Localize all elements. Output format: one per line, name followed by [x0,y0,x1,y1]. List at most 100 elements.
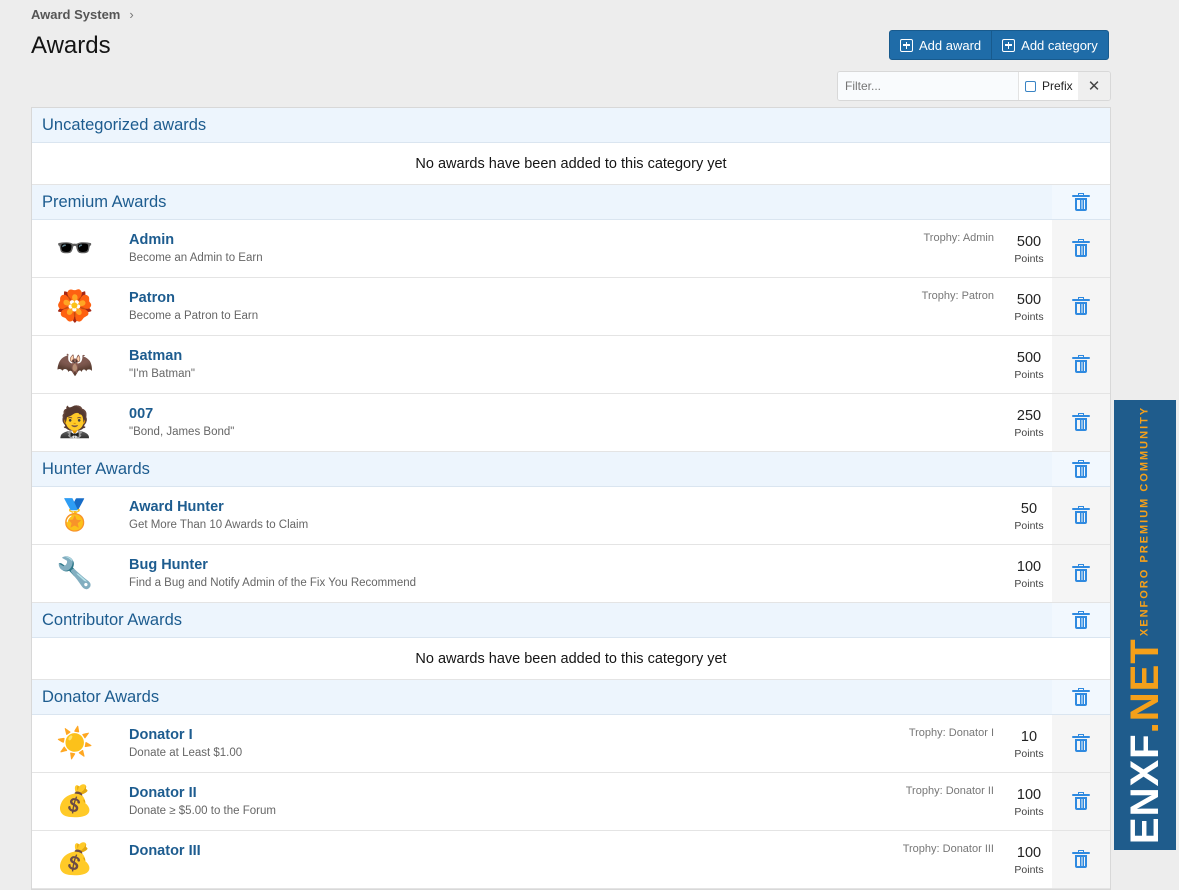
award-name[interactable]: Donator I [129,727,193,743]
watermark-logo: ENXF.NET XENFORO PREMIUM COMMUNITY [1114,400,1176,850]
page-title: Awards [31,32,111,59]
award-trophy: Trophy: Donator III [902,843,994,855]
add-award-button[interactable]: Add award [890,31,991,59]
button-group: Add award Add category [889,30,1109,60]
chevron-right-icon: › [129,7,134,22]
delete-category-button[interactable] [1052,452,1110,486]
filter-bar: Prefix ✕ [837,71,1111,101]
award-row: 🤵 007 "Bond, James Bond" 250 Points [32,394,1110,452]
award-name[interactable]: Donator II [129,785,197,801]
points-value: 250 [1016,408,1042,424]
points-value: 100 [1016,845,1042,861]
award-trophy [846,336,1006,393]
breadcrumb[interactable]: Award System › [31,7,134,22]
award-icon: 💰 [56,843,94,876]
delete-category-button[interactable] [1052,680,1110,714]
award-row: 🔧 Bug Hunter Find a Bug and Notify Admin … [32,545,1110,603]
add-award-label: Add award [919,37,982,53]
trash-icon[interactable] [1072,687,1090,706]
award-trophy: Trophy: Donator I [908,727,994,739]
watermark-accent: .NET [1123,638,1167,734]
delete-award-button[interactable] [1052,831,1110,888]
award-icon: ☀️ [56,727,94,760]
delete-award-button[interactable] [1052,487,1110,544]
trash-icon[interactable] [1072,459,1090,478]
trash-icon[interactable] [1072,792,1090,810]
award-row: 💰 Donator II Donate ≥ $5.00 to the Forum … [32,773,1110,831]
award-name[interactable]: Donator III [129,843,201,859]
award-name[interactable]: Award Hunter [129,499,224,515]
award-row: 🦇 Batman "I'm Batman" 500 Points [32,336,1110,394]
watermark-main: ENXF [1123,733,1167,845]
award-name[interactable]: Batman [129,348,183,364]
award-name[interactable]: 007 [129,406,154,422]
points-label: Points [1014,369,1044,381]
points-label: Points [1014,578,1044,590]
prefix-checkbox[interactable]: Prefix [1018,72,1078,100]
points-label: Points [1014,253,1044,265]
category-header: Donator Awards [32,680,1110,715]
award-description: "I'm Batman" [129,368,195,380]
points-value: 50 [1020,501,1038,517]
trash-icon[interactable] [1072,564,1090,582]
delete-award-button[interactable] [1052,715,1110,772]
award-name[interactable]: Admin [129,232,175,248]
points-value: 500 [1016,234,1042,250]
award-icon: 🤵 [56,406,94,439]
delete-award-button[interactable] [1052,773,1110,830]
award-points: 100 Points [1006,773,1052,830]
awards-list: Uncategorized awards No awards have been … [31,107,1111,890]
award-points: 500 Points [1006,220,1052,277]
trash-icon[interactable] [1072,734,1090,752]
award-icon: 💰 [56,785,94,818]
delete-award-button[interactable] [1052,336,1110,393]
plus-square-icon [900,38,913,52]
category-title[interactable]: Uncategorized awards [42,115,207,134]
category-title[interactable]: Donator Awards [42,687,160,706]
award-name[interactable]: Patron [129,290,175,306]
category-header: Premium Awards [32,185,1110,220]
award-trophy [846,487,1006,544]
trash-icon[interactable] [1072,192,1090,211]
checkbox-icon[interactable] [1025,80,1036,92]
award-points: 500 Points [1006,278,1052,335]
filter-input[interactable] [838,72,1018,100]
delete-category-button[interactable] [1052,185,1110,219]
trash-icon[interactable] [1072,850,1090,868]
award-description: Become an Admin to Earn [129,252,263,264]
delete-award-button[interactable] [1052,278,1110,335]
clear-filter-button[interactable]: ✕ [1078,72,1110,100]
trash-icon[interactable] [1072,506,1090,524]
empty-message: No awards have been added to this catego… [32,143,1110,185]
category-title[interactable]: Premium Awards [42,192,167,211]
trash-icon[interactable] [1072,610,1090,629]
category-title[interactable]: Contributor Awards [42,610,183,629]
award-trophy [846,394,1006,451]
plus-square-icon [1002,38,1016,52]
award-row: 💰 Donator III Trophy: Donator III 100 Poi… [32,831,1110,889]
award-points: 10 Points [1006,715,1052,772]
award-points: 50 Points [1006,487,1052,544]
award-points: 100 Points [1006,831,1052,888]
prefix-label: Prefix [1042,79,1073,93]
trash-icon[interactable] [1072,297,1090,315]
category-header: Contributor Awards [32,603,1110,638]
delete-award-button[interactable] [1052,545,1110,602]
award-icon: 🕶️ [56,232,94,265]
points-value: 500 [1016,292,1042,308]
category-title[interactable]: Hunter Awards [42,459,150,478]
award-name[interactable]: Bug Hunter [129,557,208,573]
trash-icon[interactable] [1072,239,1090,257]
award-row: 🕶️ Admin Become an Admin to Earn Trophy: … [32,220,1110,278]
breadcrumb-link[interactable]: Award System [31,7,121,22]
points-label: Points [1014,520,1044,532]
trash-icon[interactable] [1072,355,1090,373]
add-category-button[interactable]: Add category [991,31,1108,59]
award-points: 250 Points [1006,394,1052,451]
delete-award-button[interactable] [1052,220,1110,277]
empty-message: No awards have been added to this catego… [32,638,1110,680]
delete-category-button[interactable] [1052,603,1110,637]
award-row: ☀️ Donator I Donate at Least $1.00 Trophy… [32,715,1110,773]
trash-icon[interactable] [1072,413,1090,431]
delete-award-button[interactable] [1052,394,1110,451]
